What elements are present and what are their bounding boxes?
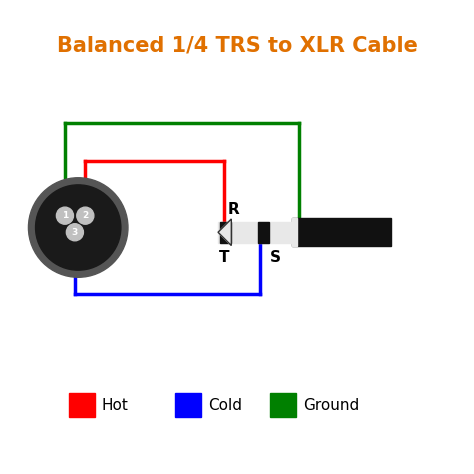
Polygon shape [218,219,231,246]
Circle shape [66,224,83,241]
Circle shape [36,185,121,270]
Bar [270,393,296,417]
Bar [292,218,391,246]
Circle shape [77,207,94,224]
Text: 1: 1 [62,211,68,220]
Bar [258,222,269,243]
Text: T: T [219,250,229,264]
Text: Hot: Hot [102,398,129,413]
Bar [220,222,231,243]
Text: 2: 2 [82,211,89,220]
Circle shape [56,207,73,224]
Text: S: S [270,250,281,264]
Bar [69,393,95,417]
Text: Ground: Ground [303,398,360,413]
Circle shape [28,178,128,277]
Text: Cold: Cold [209,398,243,413]
Bar [292,218,297,246]
Bar [175,393,201,417]
Text: R: R [228,202,240,217]
Text: 3: 3 [72,228,78,237]
Text: Balanced 1/4 TRS to XLR Cable: Balanced 1/4 TRS to XLR Cable [56,35,418,55]
Bar [218,222,292,243]
